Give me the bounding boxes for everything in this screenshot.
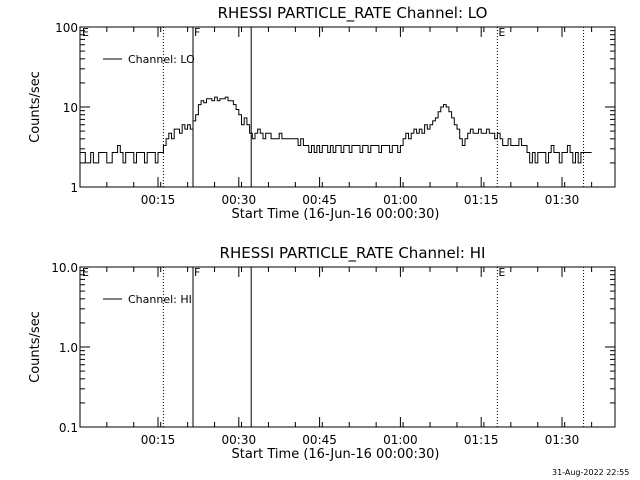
y-tick-label: 1.0 [59,341,78,355]
chart-panel-lo: RHESSI PARTICLE_RATE Channel: LO 1 10 100 00… [28,4,616,222]
chart-title: RHESSI PARTICLE_RATE Channel: HI [220,244,486,263]
marker-label: F [194,266,200,279]
x-tick-label: 00:15 [141,193,176,207]
x-tick-label: 00:30 [222,193,257,207]
marker-label: E [498,26,505,39]
x-tick-label: 01:15 [464,193,499,207]
x-tick-label: 01:30 [545,433,580,447]
x-tick-label: 01:00 [383,193,418,207]
chart-title: RHESSI PARTICLE_RATE Channel: LO [218,4,488,23]
x-axis-label: Start Time (16-Jun-16 00:00:30) [232,447,440,462]
x-tick-label: 00:45 [302,433,337,447]
chart-panel-hi: RHESSI PARTICLE_RATE Channel: HI 0.1 1.0 10… [28,244,616,462]
x-tick-label: 00:45 [302,193,337,207]
y-tick-label: 100 [55,21,78,35]
x-tick-label: 01:00 [383,433,418,447]
marker-label: E [498,266,505,279]
legend-label: Channel: HI [128,293,192,306]
y-tick-label: 0.1 [59,421,78,435]
plot-frame [79,266,616,428]
marker-label: F [194,26,200,39]
y-tick-label: 10 [63,101,78,115]
x-tick-label: 01:30 [545,193,580,207]
marker-label: E [82,266,89,279]
x-tick-label: 00:30 [222,433,257,447]
y-axis-label: Counts/sec [28,311,43,383]
y-axis-label: Counts/sec [28,71,43,143]
marker-label: E [82,26,89,39]
footer-timestamp: 31-Aug-2022 22:55 [552,468,630,477]
x-tick-label: 01:15 [464,433,499,447]
y-tick-label: 1 [70,181,78,195]
x-axis-label: Start Time (16-Jun-16 00:00:30) [232,207,440,222]
y-tick-label: 10.0 [51,261,78,275]
x-tick-label: 00:15 [141,433,176,447]
legend-label: Channel: LO [128,53,195,66]
series-line-lo [79,96,592,164]
